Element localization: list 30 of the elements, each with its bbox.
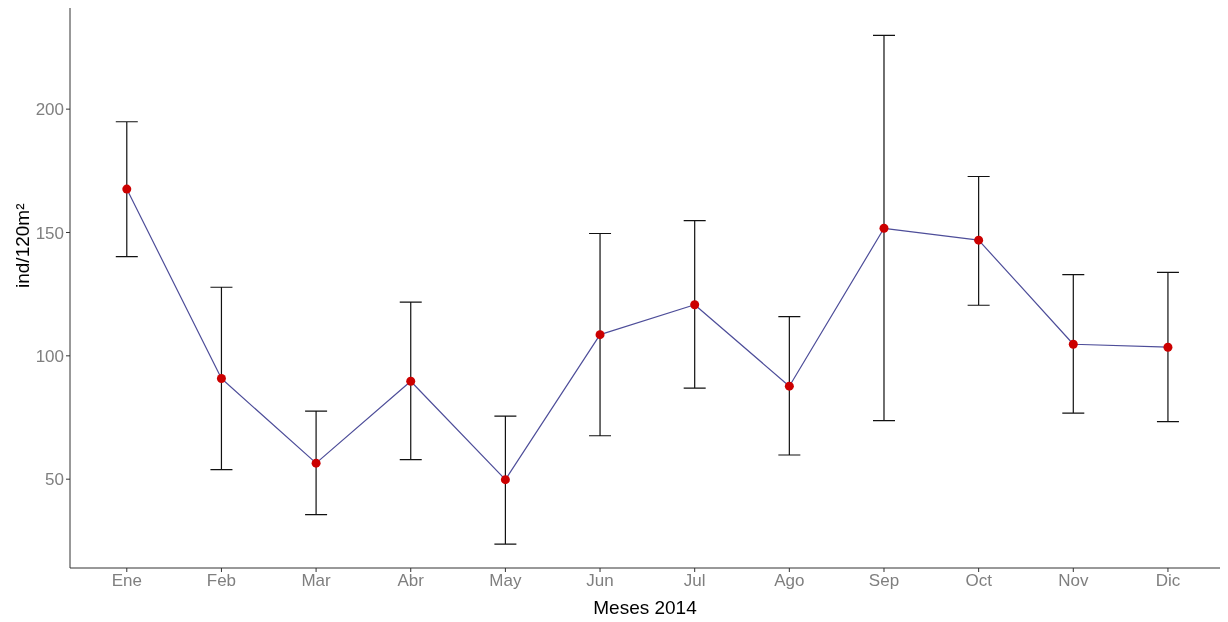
point [500, 475, 510, 485]
point [879, 223, 889, 233]
y-tick-label: 150 [35, 223, 64, 243]
point [784, 381, 794, 391]
x-tick-label: Dic [1155, 571, 1181, 591]
point [690, 300, 700, 310]
x-tick-label: Ago [774, 571, 805, 591]
y-tick-label: 100 [35, 346, 64, 366]
x-tick-label: Oct [965, 571, 993, 591]
point [122, 184, 132, 194]
x-tick-label: May [489, 571, 522, 591]
x-tick-label: Sep [868, 571, 900, 591]
x-tick-label: Mar [301, 571, 332, 591]
x-tick-label: Nov [1058, 571, 1089, 591]
y-tick-label: 200 [35, 100, 64, 120]
point [974, 235, 984, 245]
x-tick-label: Ene [111, 571, 142, 591]
x-tick-label: Feb [206, 571, 237, 591]
point [216, 374, 226, 384]
point [1068, 339, 1078, 349]
point [595, 330, 605, 340]
x-axis-title: Meses 2014 [593, 597, 698, 618]
y-axis-title: ind/120m² [11, 203, 33, 288]
point [311, 458, 321, 468]
y-tick-label: 50 [45, 470, 64, 490]
point [1163, 342, 1173, 352]
x-tick-label: Jul [683, 571, 706, 591]
point [406, 376, 416, 386]
x-tick-label: Jun [586, 571, 614, 591]
x-tick-label: Abr [397, 571, 425, 591]
